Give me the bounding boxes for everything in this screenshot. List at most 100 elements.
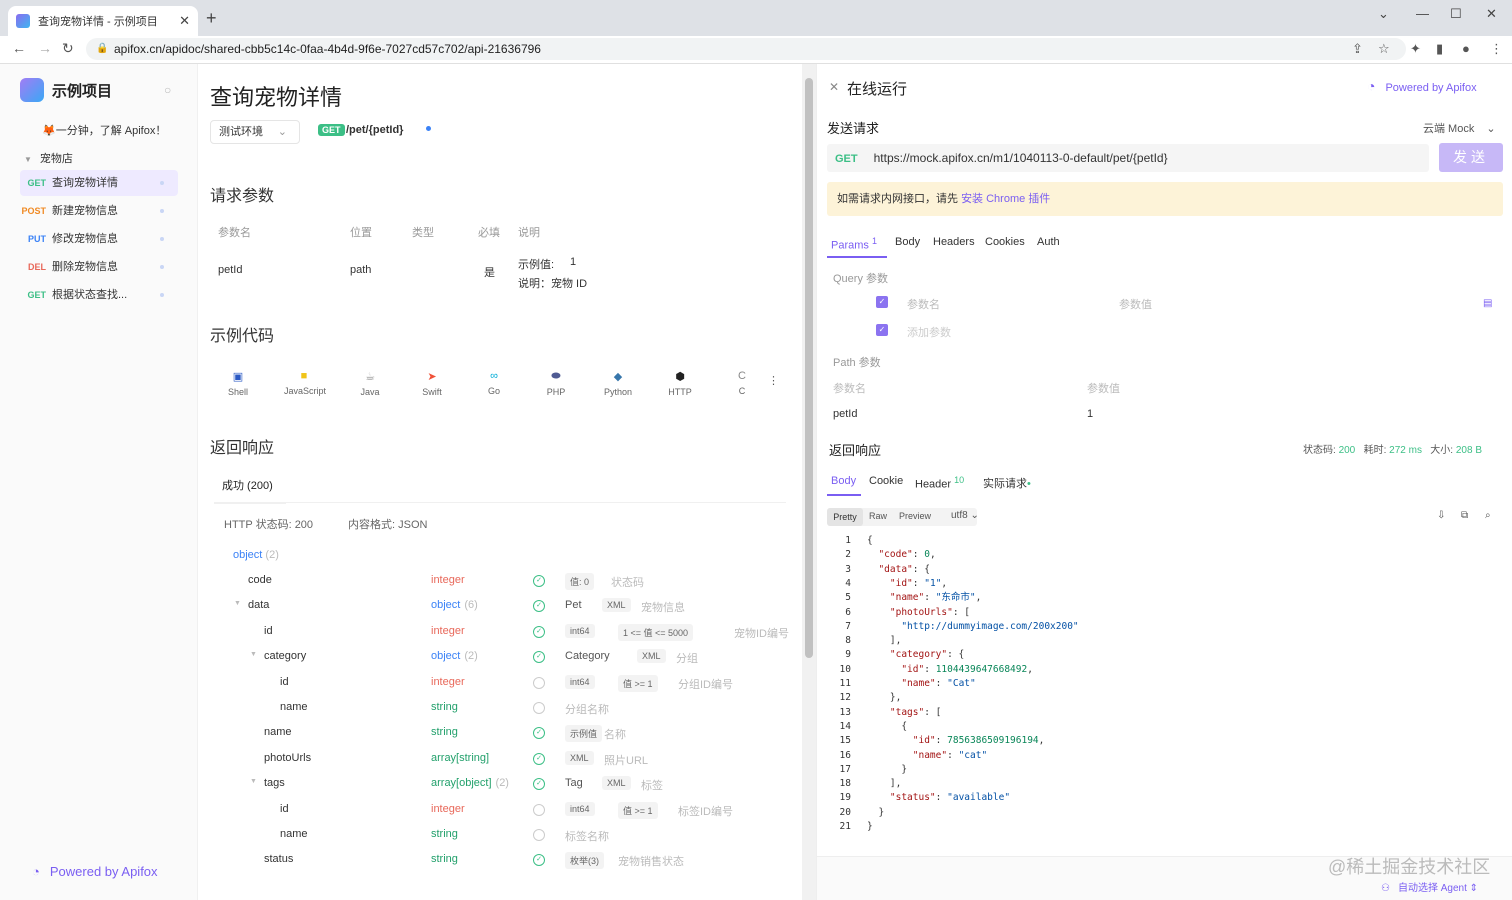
encoding-label: utf8 [951,510,968,521]
field-desc: 分组 [676,653,698,666]
sidebar-item[interactable]: PUT 修改宠物信息 [20,226,178,252]
star-icon[interactable]: ☆ [1378,41,1390,56]
profile-icon[interactable]: ● [1462,41,1470,56]
fmt-raw[interactable]: Raw [869,511,888,521]
line-number: 17 [839,763,851,775]
request-method[interactable]: GET [835,153,858,165]
request-url-input[interactable]: GET https://mock.apifox.cn/m1/1040113-0-d… [827,144,1429,172]
powered-by[interactable]: ◔ Powered by Apifox [32,864,158,879]
more-langs-icon[interactable]: ⋮ [768,375,779,387]
field-type: integer [431,803,465,815]
resp-tab-body[interactable]: Body [831,475,857,487]
field-type-label: object [431,650,461,663]
lang-javascript[interactable]: ■ JavaScript [284,370,326,396]
query-checkbox[interactable]: ✓ [876,296,888,308]
sidebar-item-label: 新建宠物信息 [52,205,118,217]
resp-tab-actual-request[interactable]: 实际请求• [983,475,1031,491]
close-panel-icon[interactable]: ✕ [829,80,840,94]
tab-params[interactable]: Params 1 [831,236,877,252]
chevron-down-icon[interactable]: ▼ [250,778,257,786]
url-field[interactable]: 🔒 apifox.cn/apidoc/shared-cbb5c14c-0faa-… [86,38,1406,60]
close-tab-icon[interactable]: ✕ [179,13,190,28]
col-type: 类型 [412,227,434,239]
send-button[interactable]: 发送 [1439,143,1503,172]
sidebar-item[interactable]: GET 根据状态查找... [20,282,178,308]
menu-icon[interactable]: ⋮ [1490,41,1503,56]
tab-cookies[interactable]: Cookies [985,236,1025,248]
field-count: (2) [495,777,509,790]
browser-tab[interactable]: 查询宠物详情 - 示例项目 ✕ [8,6,198,36]
minimize-icon[interactable]: — [1416,6,1429,21]
tab-headers[interactable]: Headers [933,236,975,248]
share-icon[interactable]: ⇪ [1352,41,1363,56]
panel-powered[interactable]: ◔ Powered by Apifox [1367,78,1477,94]
forward-icon[interactable]: → [38,40,52,56]
scroll-thumb[interactable] [805,78,813,658]
add-param-placeholder[interactable]: 添加参数 [907,327,951,339]
lang-python[interactable]: ◆ Python [598,370,638,397]
param-example-label: 示例值: [518,259,555,271]
actual-request-label: 实际请求 [983,478,1027,490]
maximize-icon[interactable]: ☐ [1450,6,1462,21]
search-icon[interactable]: ○ [164,83,172,97]
lang-java[interactable]: ☕ Java [350,370,390,397]
json-key: "status" [889,792,936,804]
panel-title: 在线运行 [847,81,908,98]
field-name: name [280,828,308,840]
extensions-icon[interactable]: ✦ [1410,41,1421,56]
main-scrollbar[interactable] [802,64,816,900]
response-tab-200[interactable]: 成功 (200) [214,468,286,504]
close-window-icon[interactable]: ✕ [1486,6,1497,21]
resp-tab-cookie[interactable]: Cookie [869,475,904,487]
tab-auth[interactable]: Auth [1037,236,1060,248]
active-tab-indicator [827,256,887,258]
content-format-line: 内容格式: JSON [348,519,428,531]
panel-powered-label: Powered by Apifox [1385,82,1477,94]
tab-title: 查询宠物详情 - 示例项目 [38,16,158,28]
folder-petstore[interactable]: ▼ 宠物店 [24,150,73,166]
query-value-placeholder[interactable]: 参数值 [1119,299,1152,311]
json-string: "Cat" [947,678,976,689]
lang-shell[interactable]: ▣ Shell [218,370,258,397]
sidebar-item[interactable]: POST 新建宠物信息 [20,198,178,224]
lang-swift[interactable]: ➤ Swift [412,370,452,397]
add-param-checkbox[interactable]: ✓ [876,324,888,336]
line-number: 19 [839,792,851,804]
field-model: Tag [565,777,583,790]
agent-select[interactable]: ⚇ 自动选择 Agent ⇕ [1381,879,1478,894]
env-select[interactable]: 测试环境 ⌄ [210,120,300,144]
required-check-icon: ✓ [533,651,545,664]
path-param-value[interactable]: 1 [1087,408,1094,420]
code-sample-title: 示例代码 [210,328,275,345]
tab-body[interactable]: Body [895,236,921,248]
intro-link[interactable]: 🦊一分钟，了解 Apifox！ [42,125,167,137]
lang-php[interactable]: ⬬ PHP [536,370,576,397]
download-icon[interactable]: ⇩ [1437,510,1446,521]
fmt-preview[interactable]: Preview [899,511,932,521]
search-icon[interactable]: ⌕ [1485,510,1491,521]
sidebar-item[interactable]: GET 查询宠物详情 [20,170,178,196]
new-tab-icon[interactable]: + [206,8,217,28]
copy-icon[interactable]: ⧉ [1461,510,1469,521]
required-check-icon: ✓ [533,854,545,867]
sidepanel-icon[interactable]: ▮ [1436,41,1444,56]
field-type-label: string [431,853,458,866]
query-name-placeholder[interactable]: 参数名 [907,299,940,311]
bulk-edit-icon[interactable]: ▤ [1483,298,1493,309]
back-icon[interactable]: ← [12,40,26,56]
tab-search-icon[interactable]: ⌄ [1378,6,1389,21]
resp-tab-header[interactable]: Header 10 [915,475,964,491]
chevron-down-icon[interactable]: ▼ [250,651,257,659]
install-plugin-link[interactable]: 安装 Chrome 插件 [961,193,1051,205]
lang-http[interactable]: ⬢ HTTP [660,370,700,397]
chevron-down-icon[interactable]: ▼ [234,600,241,608]
encoding-select[interactable]: utf8 ⌄ [951,510,979,521]
reload-icon[interactable]: ↻ [62,40,74,56]
lang-go[interactable]: ∞ Go [474,370,514,396]
fmt-pretty[interactable]: Pretty [827,508,863,526]
mock-select[interactable]: 云端 Mock ⌄ [1423,120,1496,136]
sidebar-item[interactable]: DEL 删除宠物信息 [20,254,178,280]
response-title: 返回响应 [210,440,275,457]
line-number: 9 [845,649,851,661]
